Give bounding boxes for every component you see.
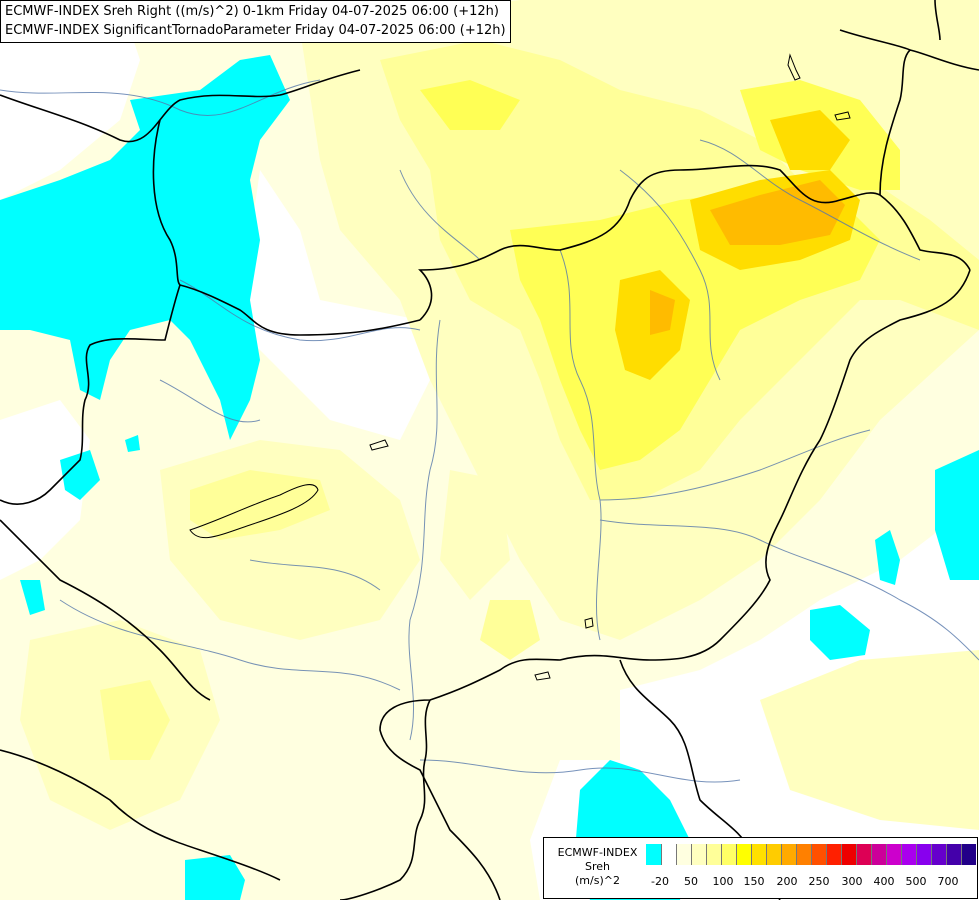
legend-tick-label: 400 <box>873 875 895 888</box>
legend-parameter: Sreh <box>584 860 610 873</box>
map-title: ECMWF-INDEX Sreh Right ((m/s)^2) 0-1km F… <box>0 0 511 43</box>
legend-swatch <box>841 844 856 865</box>
legend-tick-label: 500 <box>905 875 927 888</box>
legend-swatch <box>916 844 931 865</box>
legend-swatch <box>826 844 841 865</box>
orange-areas <box>650 180 845 335</box>
legend-swatch <box>946 844 961 865</box>
legend-swatch <box>706 844 721 865</box>
legend-swatch <box>961 844 976 865</box>
legend-swatch <box>901 844 916 865</box>
legend-swatch <box>781 844 796 865</box>
legend-unit: (m/s)^2 <box>575 874 620 887</box>
legend-tick-label: 150 <box>743 875 765 888</box>
legend-model: ECMWF-INDEX <box>557 846 638 859</box>
legend-tick-label: 250 <box>808 875 830 888</box>
legend-swatch <box>646 844 661 865</box>
legend-swatch <box>856 844 871 865</box>
legend-tick-label: 100 <box>712 875 734 888</box>
legend-swatch <box>871 844 886 865</box>
legend-swatch <box>931 844 946 865</box>
legend-caption: ECMWF-INDEX Sreh (m/s)^2 <box>550 846 645 888</box>
legend-swatch <box>676 844 691 865</box>
legend-color-bar <box>646 844 976 865</box>
legend-tick-label: -20 <box>651 875 669 888</box>
legend-swatch <box>721 844 736 865</box>
legend-swatch <box>691 844 706 865</box>
legend-tick-label: 200 <box>776 875 798 888</box>
legend-swatch <box>661 844 676 865</box>
lake-outlines <box>189 53 851 681</box>
title-line-2: ECMWF-INDEX SignificantTornadoParameter … <box>5 23 506 38</box>
legend-swatch <box>736 844 751 865</box>
legend-swatch <box>796 844 811 865</box>
legend-swatch <box>751 844 766 865</box>
title-line-1: ECMWF-INDEX Sreh Right ((m/s)^2) 0-1km F… <box>5 4 499 19</box>
legend-tick-labels: -20 50 100 150 200 250 300 400 500 700 <box>646 875 976 889</box>
legend-tick-label: 700 <box>937 875 959 888</box>
legend-tick-label: 300 <box>841 875 863 888</box>
legend-tick-label: 50 <box>684 875 698 888</box>
legend-swatch <box>766 844 781 865</box>
legend-swatch <box>886 844 901 865</box>
legend-swatch <box>811 844 826 865</box>
color-legend: ECMWF-INDEX Sreh (m/s)^2 -20 50 100 150 200 2… <box>543 837 978 899</box>
